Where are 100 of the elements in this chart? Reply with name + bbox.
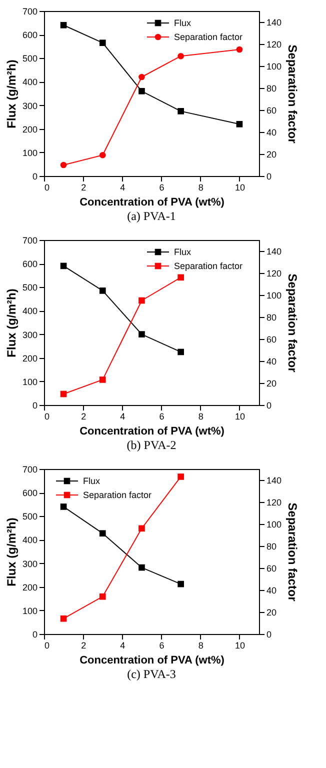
x-tick-label: 0 — [44, 640, 50, 650]
y2-tick-label: 0 — [266, 630, 272, 640]
x-tick-label: 4 — [120, 640, 126, 650]
point — [99, 593, 106, 600]
y2-tick-label: 120 — [266, 40, 282, 50]
y-tick-label: 600 — [22, 259, 38, 270]
point — [178, 348, 184, 356]
point — [138, 564, 145, 571]
y2-tick-label: 120 — [266, 498, 282, 508]
y-tick-label: 500 — [22, 282, 38, 293]
y-tick-label: 300 — [22, 330, 38, 340]
point — [60, 162, 67, 168]
point — [138, 525, 145, 532]
x-axis-title: Concentration of PVA (wt%) — [80, 654, 225, 666]
point — [60, 22, 67, 28]
x-tick-label: 4 — [120, 412, 126, 422]
y2-axis-title: Separation factor — [286, 44, 300, 144]
point — [138, 88, 145, 94]
y2-tick-label: 60 — [266, 106, 277, 116]
x-axis-title: Concentration of PVA (wt%) — [80, 196, 225, 208]
y-axis-title: Flux (g/m²h) — [4, 288, 18, 358]
y2-tick-label: 80 — [266, 542, 277, 552]
x-tick-label: 0 — [44, 182, 50, 192]
x-tick-label: 10 — [234, 412, 245, 422]
x-tick-label: 10 — [234, 182, 245, 192]
y2-tick-label: 140 — [266, 18, 282, 28]
x-tick-label: 2 — [81, 412, 86, 422]
legend-label: Flux — [174, 247, 192, 257]
y-tick-label: 700 — [22, 236, 38, 246]
y-tick-label: 0 — [32, 400, 38, 410]
y-axis-title: Flux (g/m²h) — [4, 60, 18, 128]
point — [60, 615, 67, 622]
legend-label: Separation factor — [83, 490, 152, 500]
y-tick-label: 400 — [22, 306, 38, 316]
x-tick-label: 6 — [159, 640, 164, 650]
point — [138, 74, 145, 80]
y-tick-label: 300 — [22, 100, 38, 111]
point — [178, 108, 184, 114]
y2-tick-label: 60 — [266, 334, 277, 344]
point — [99, 530, 106, 537]
y-tick-label: 0 — [32, 172, 38, 182]
y-tick-label: 400 — [22, 77, 38, 88]
y-tick-label: 200 — [22, 353, 38, 364]
y2-tick-label: 20 — [266, 378, 277, 388]
y2-tick-label: 0 — [266, 400, 272, 410]
legend-label: Flux — [174, 18, 192, 28]
y2-tick-label: 60 — [266, 564, 277, 574]
point — [138, 331, 145, 338]
y-tick-label: 600 — [22, 488, 38, 498]
y2-tick-label: 100 — [266, 520, 282, 530]
y2-tick-label: 100 — [266, 62, 282, 72]
point — [60, 504, 67, 510]
y-tick-label: 200 — [22, 124, 38, 134]
y2-tick-label: 20 — [266, 608, 277, 618]
x-tick-label: 10 — [234, 640, 245, 650]
point — [178, 274, 184, 281]
point — [99, 40, 106, 46]
legend-label: Separation factor — [174, 32, 243, 42]
x-tick-label: 6 — [159, 412, 164, 422]
y2-tick-label: 140 — [266, 476, 282, 486]
point — [178, 52, 184, 60]
y-tick-label: 400 — [22, 535, 38, 546]
legend-label: Separation factor — [174, 261, 243, 271]
y-axis-title: Flux (g/m²h) — [4, 518, 18, 586]
y-tick-label: 700 — [22, 464, 38, 474]
y-tick-label: 300 — [22, 558, 38, 569]
y-tick-label: 100 — [22, 148, 38, 158]
y2-tick-label: 120 — [266, 268, 282, 278]
point — [99, 152, 106, 158]
point — [236, 46, 243, 53]
x-tick-label: 8 — [198, 640, 204, 650]
y2-tick-label: 40 — [266, 128, 277, 138]
text: (a) PVA-1 — [127, 209, 176, 223]
x-tick-label: 0 — [44, 412, 50, 422]
x-tick-label: 8 — [198, 182, 204, 192]
y2-tick-label: 140 — [266, 246, 282, 256]
y2-tick-label: 80 — [266, 312, 277, 322]
x-axis-title: Concentration of PVA (wt%) — [80, 426, 225, 438]
legend-label: Flux — [83, 476, 100, 486]
x-tick-label: 8 — [198, 412, 204, 422]
text: (b) PVA-2 — [126, 438, 176, 452]
y-tick-label: 600 — [22, 30, 38, 40]
x-tick-label: 2 — [81, 640, 86, 650]
y-tick-label: 100 — [22, 606, 38, 616]
point — [236, 120, 243, 128]
x-tick-label: 6 — [159, 182, 164, 192]
y2-tick-label: 80 — [266, 84, 277, 94]
point — [99, 376, 106, 383]
text: (c) PVA-3 — [127, 667, 176, 681]
x-tick-label: 4 — [120, 182, 126, 192]
y2-tick-label: 0 — [266, 172, 272, 182]
y2-tick-label: 40 — [266, 586, 277, 596]
y-tick-label: 100 — [22, 376, 38, 387]
y2-tick-label: 20 — [266, 150, 277, 160]
y2-tick-label: 40 — [266, 356, 277, 366]
y-tick-label: 700 — [22, 6, 38, 16]
point — [178, 580, 184, 588]
point — [178, 474, 184, 480]
point — [60, 390, 67, 398]
point — [138, 297, 145, 304]
